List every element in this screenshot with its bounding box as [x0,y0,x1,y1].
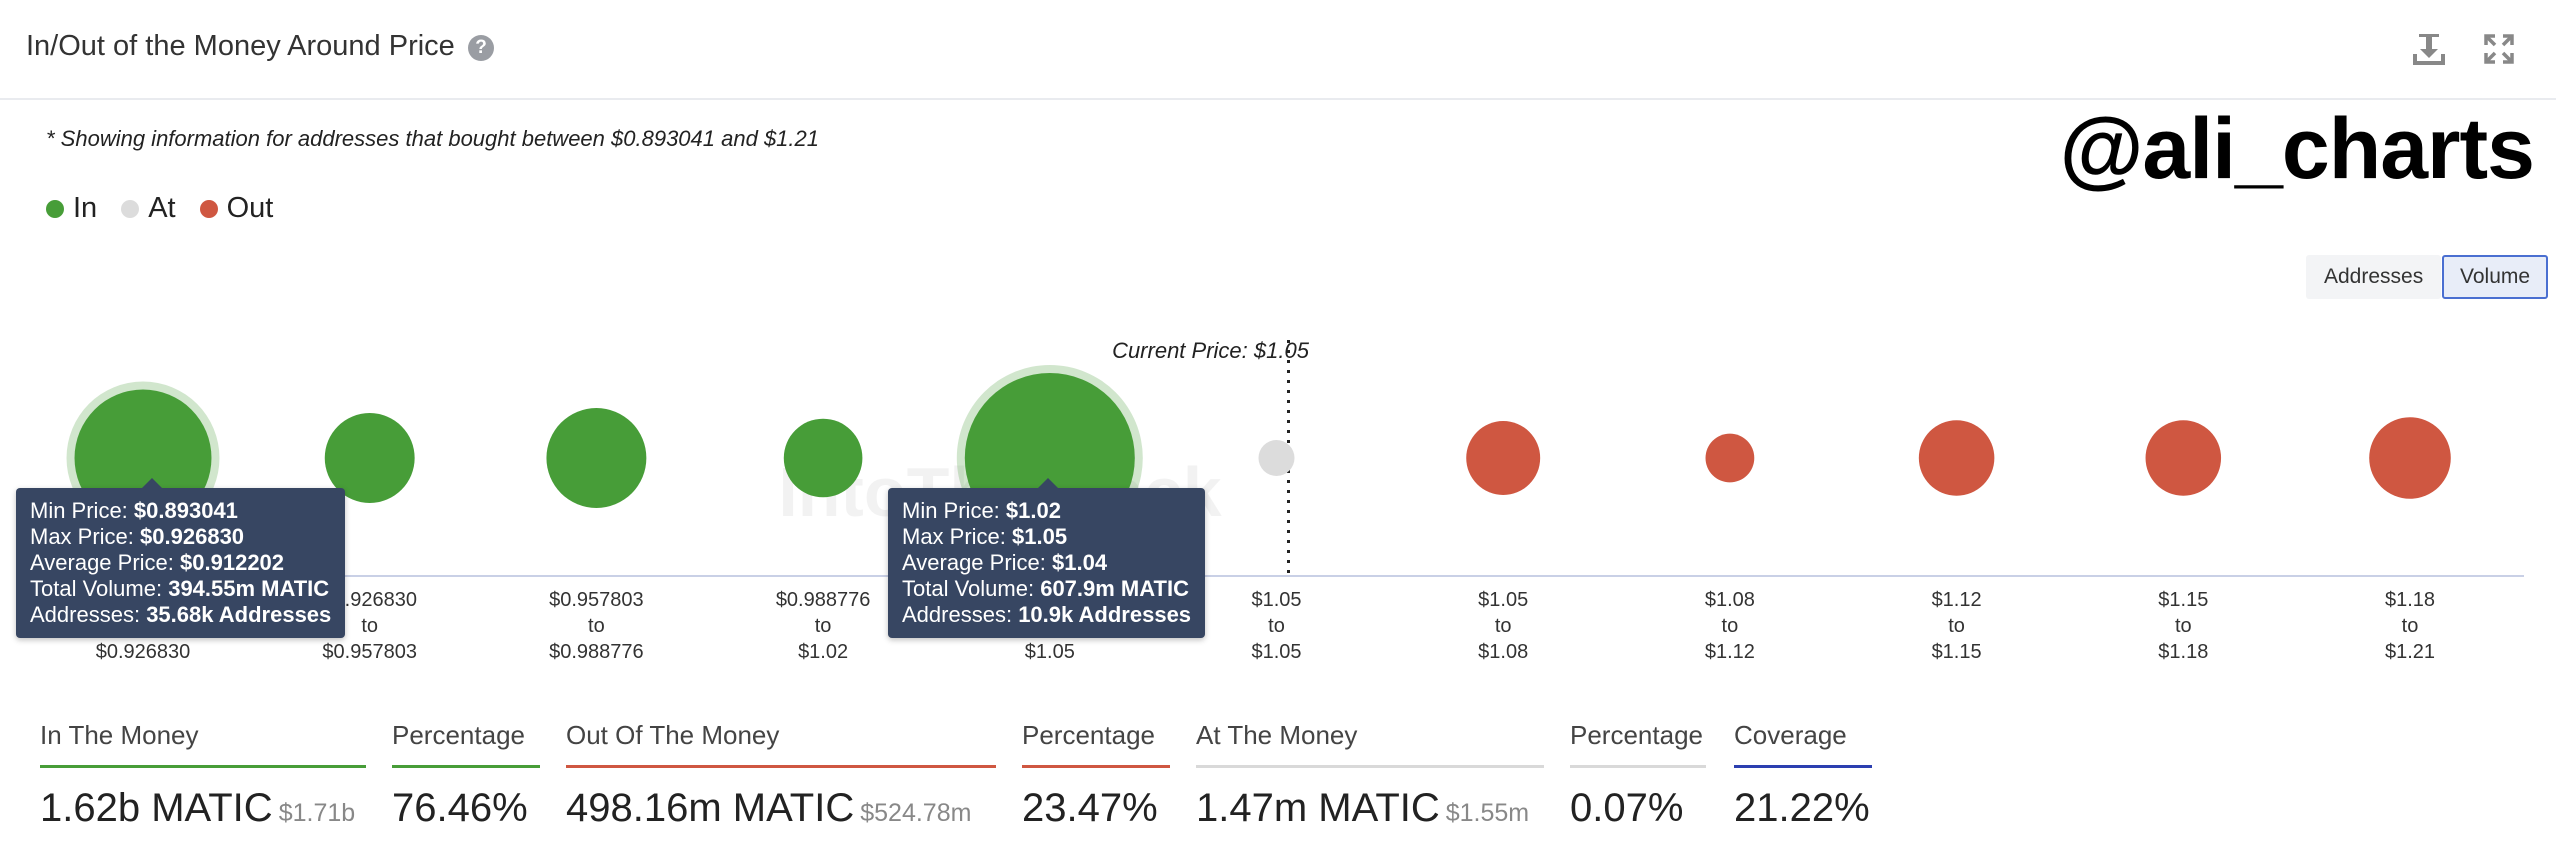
download-icon[interactable] [2410,30,2448,68]
stat-value: 23.47% [1022,786,1158,830]
author-watermark: @ali_charts [2059,101,2535,197]
x-tick-label: $1.15 [1932,641,1982,663]
x-tick-label: $1.21 [2385,641,2435,663]
summary-stats: In The Money 1.62b MATIC $1.71b Percentag… [0,720,2556,868]
stat-value: 1.62b MATIC $1.71b [40,786,356,830]
x-tick-label: $1.05 [1478,589,1528,611]
expand-icon[interactable] [2480,30,2518,68]
legend-dot-out [199,199,218,218]
bubble-at[interactable] [1258,440,1295,476]
tooltip-min-row: Min Price: $1.02 [902,498,1061,523]
x-tick-label: $1.05 [1251,589,1301,611]
bubble-out[interactable] [1918,420,1995,496]
legend-item-at[interactable]: At [121,192,176,225]
x-tick-label: $1.12 [1932,589,1982,611]
tooltip-avg-row: Average Price: $1.04 [902,550,1108,575]
x-tick-label: to [1495,615,1512,637]
bubble-in[interactable] [324,413,415,503]
chart-title: In/Out of the Money Around Price [26,30,455,62]
stat-label: In The Money [40,720,366,768]
stat-label: Coverage [1734,720,1872,768]
stat-label: Percentage [1022,720,1170,768]
stat-at-percentage: Percentage 0.07% [1570,720,1706,831]
x-tick-label: to [1268,615,1285,637]
x-tick-label: to [1722,615,1739,637]
tooltip-min-row: Min Price: $0.893041 [30,498,238,523]
x-tick-label: to [588,615,605,637]
stat-value: 0.07% [1570,786,1684,830]
stat-usd-value: $1.71b [278,799,356,827]
stat-value: 1.47m MATIC $1.55m [1196,786,1530,830]
x-tick-label: $1.15 [2158,589,2208,611]
x-tick-label: to [1948,615,1965,637]
stat-coverage: Coverage 21.22% [1734,720,1872,831]
tooltip-avg-row: Average Price: $0.912202 [30,550,285,575]
stat-in-percentage: Percentage 76.46% [392,720,540,831]
x-tick-label: $0.988776 [549,641,644,663]
stat-label: Percentage [392,720,540,768]
x-tick-label: to [815,615,832,637]
current-price-label: Current Price: $1.05 [1112,338,1310,363]
x-tick-label: $1.05 [1251,641,1301,663]
x-tick-label: $0.957803 [322,641,417,663]
legend-dot-at [121,199,140,218]
stat-value: 76.46% [392,786,528,830]
stat-out-percentage: Percentage 23.47% [1022,720,1170,831]
tooltip-addresses-row: Addresses: 35.68k Addresses [30,602,332,627]
stat-usd-value: $1.55m [1445,799,1530,827]
x-tick-label: $1.02 [798,641,848,663]
stat-in-the-money: In The Money 1.62b MATIC $1.71b [40,720,366,831]
question-circle-icon[interactable]: ? [468,35,494,61]
stat-label: Percentage [1570,720,1706,768]
stat-at-the-money: At The Money 1.47m MATIC $1.55m [1196,720,1544,831]
stat-usd-value: $524.78m [860,799,972,827]
chart-legend: In At Out [46,192,285,225]
tooltip-max-row: Max Price: $1.05 [902,524,1068,549]
bubble-out[interactable] [2145,420,2222,496]
x-tick-label: $1.12 [1705,641,1755,663]
bucket-tooltip: Min Price: $0.893041 Max Price: $0.92683… [16,478,346,638]
x-tick-label: $0.926830 [322,589,417,611]
x-tick-label: $0.988776 [776,589,871,611]
tooltip-max-row: Max Price: $0.926830 [30,524,245,549]
tooltip-volume-row: Total Volume: 394.55m MATIC [30,576,330,601]
bubble-chart: IntoTheBlockCurrent Price: $1.05$0.89304… [66,338,2524,663]
stat-label: Out Of The Money [566,720,996,768]
x-tick-label: $1.18 [2158,641,2208,663]
tooltip-volume-row: Total Volume: 607.9m MATIC [902,576,1189,601]
bubble-out[interactable] [1466,421,1541,495]
bubble-in[interactable] [783,418,863,498]
stat-out-of-the-money: Out Of The Money 498.16m MATIC $524.78m [566,720,996,831]
tooltip-addresses-row: Addresses: 10.9k Addresses [902,602,1192,627]
stat-value: 21.22% [1734,786,1870,830]
x-tick-label: $1.18 [2385,589,2435,611]
x-tick-label: $1.08 [1705,589,1755,611]
stat-value: 498.16m MATIC $524.78m [566,786,972,830]
x-tick-label: to [361,615,378,637]
x-tick-label: $0.926830 [96,641,191,663]
legend-label-in: In [73,192,98,224]
x-tick-label: $1.05 [1025,641,1075,663]
bubble-out[interactable] [2369,417,2451,499]
range-note: * Showing information for addresses that… [46,126,819,151]
x-tick-label: to [2402,615,2419,637]
legend-label-at: At [148,192,176,224]
stat-label: At The Money [1196,720,1544,768]
x-tick-label: $1.08 [1478,641,1528,663]
bucket-tooltip: Min Price: $1.02 Max Price: $1.05 Averag… [888,478,1206,638]
x-tick-label: $0.957803 [549,589,644,611]
chart-header: In/Out of the Money Around Price ? [0,0,2556,100]
addresses-toggle[interactable]: Addresses [2306,255,2442,299]
bubble-out[interactable] [1705,433,1755,483]
legend-dot-in [46,199,64,218]
bubble-in[interactable] [546,408,647,508]
legend-item-in[interactable]: In [46,192,97,225]
x-tick-label: to [2175,615,2192,637]
volume-toggle[interactable]: Volume [2442,255,2549,299]
legend-label-out: Out [226,192,274,224]
legend-item-out[interactable]: Out [199,192,274,225]
